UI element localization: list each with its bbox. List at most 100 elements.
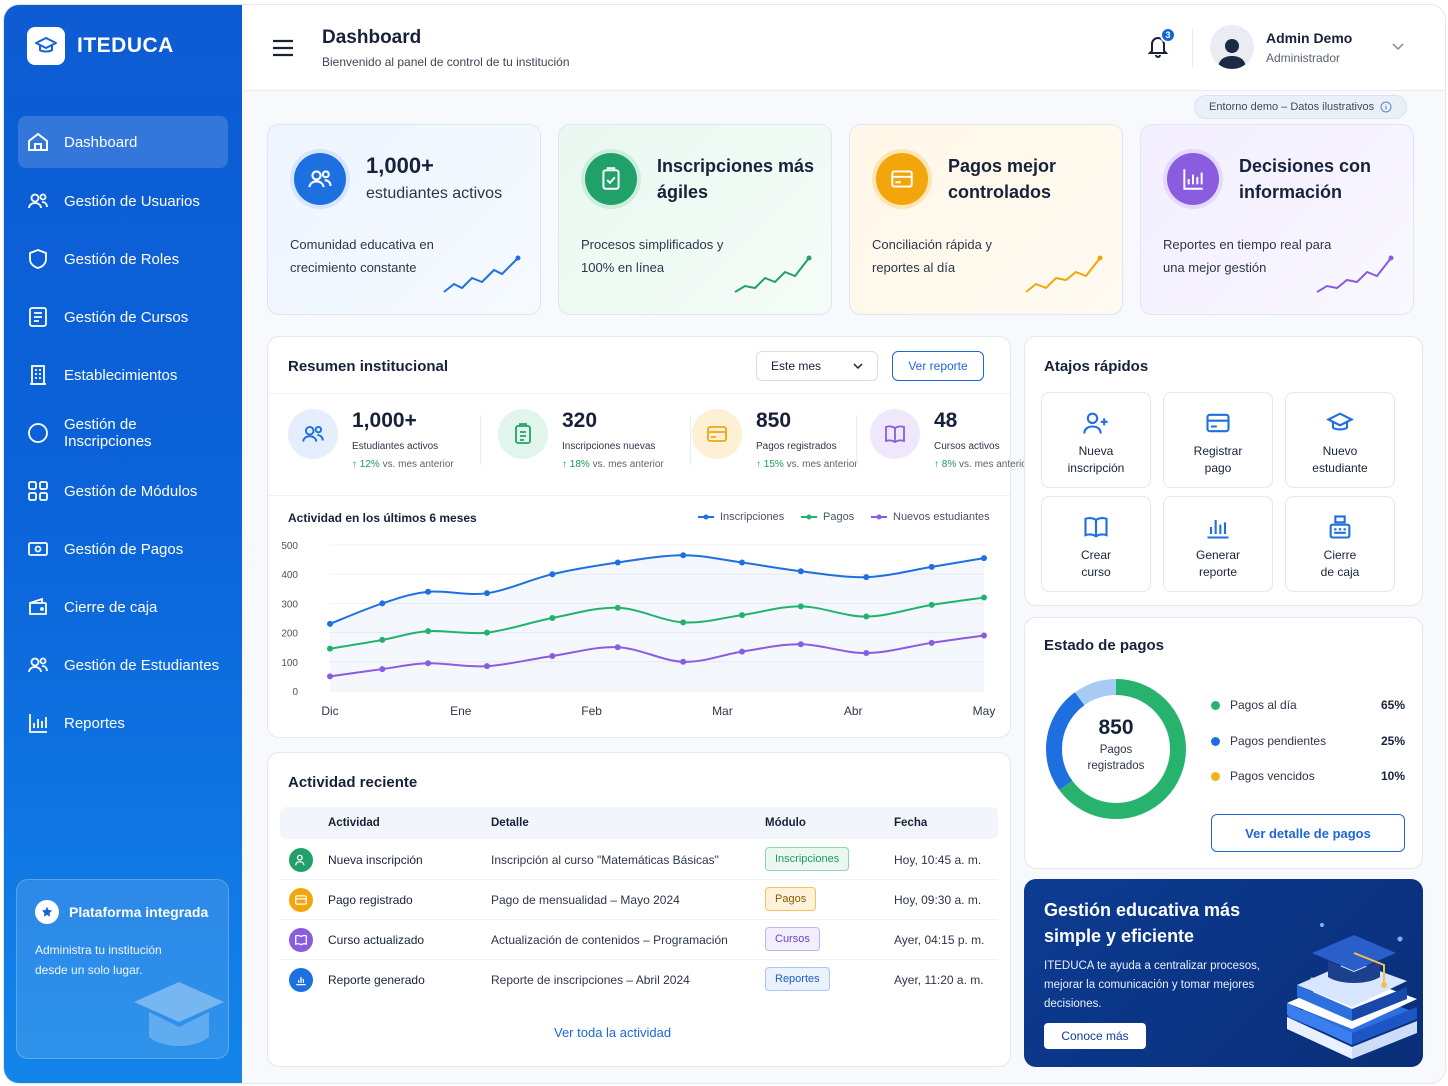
donut-segment xyxy=(1046,679,1186,819)
table-row[interactable]: Reporte generado Reporte de inscripcione… xyxy=(280,960,998,1000)
kpi-payments: 850 Pagos registrados ↑ 15% vs. mes ante… xyxy=(692,405,882,475)
column-header[interactable]: Detalle xyxy=(491,817,529,829)
shortcut-label: Crear curso xyxy=(1080,548,1111,579)
module-tag[interactable]: Inscripciones xyxy=(765,847,850,871)
payment-details-button[interactable]: Ver detalle de pagos xyxy=(1211,814,1405,852)
sidebar-item-cierre-caja[interactable]: Cierre de caja xyxy=(18,582,228,632)
data-point xyxy=(549,652,556,659)
data-point xyxy=(425,628,432,635)
data-point xyxy=(981,555,987,562)
shortcut-create-course[interactable]: Crear curso xyxy=(1041,496,1151,592)
module-tag[interactable]: Cursos xyxy=(765,927,820,951)
legend-label: Nuevos estudiantes xyxy=(893,511,990,523)
legend-item: Inscripciones xyxy=(698,511,784,523)
promo-banner: Gestión educativa más simple y eficiente… xyxy=(1024,879,1423,1067)
user-role: Administrador xyxy=(1266,51,1341,65)
view-report-button[interactable]: Ver reporte xyxy=(892,351,984,381)
grid-icon xyxy=(28,481,48,501)
kpi-value: 1,000+ xyxy=(352,409,417,432)
payment-legend-item: Pagos al día 65% xyxy=(1211,698,1405,712)
stat-card-desc: Reportes en tiempo real para una mejor g… xyxy=(1163,237,1332,275)
kpi-divider xyxy=(690,415,691,465)
column-header[interactable]: Actividad xyxy=(328,817,380,829)
status-dot xyxy=(1211,700,1220,710)
logo-icon xyxy=(27,27,65,65)
clipboard-check-icon xyxy=(581,149,641,209)
sidebar-item-usuarios[interactable]: Gestión de Usuarios xyxy=(18,176,228,226)
kpi-delta: ↑ 12% vs. mes anterior xyxy=(352,459,454,470)
top-header: Dashboard Bienvenido al panel de control… xyxy=(242,5,1445,91)
chevron-down-icon[interactable] xyxy=(1392,43,1404,51)
table-header: Actividad Detalle Módulo Fecha xyxy=(280,807,998,839)
column-header[interactable]: Fecha xyxy=(894,817,928,829)
shortcuts-title: Atajos rápidos xyxy=(1044,358,1149,375)
stat-card-students: 1,000+ estudiantes activos Comunidad edu… xyxy=(267,124,541,315)
users-icon xyxy=(288,409,338,459)
sidebar-item-dashboard[interactable]: Dashboard xyxy=(18,116,228,168)
data-point xyxy=(680,552,687,559)
learn-more-button[interactable]: Conoce más xyxy=(1044,1023,1146,1049)
page-title: Dashboard xyxy=(322,27,422,48)
menu-icon[interactable] xyxy=(272,39,294,57)
x-tick-label: May xyxy=(973,704,996,718)
sparkline-icon xyxy=(734,255,812,293)
sidebar-item-roles[interactable]: Gestión de Roles xyxy=(18,234,228,284)
brand[interactable]: ITEDUCA xyxy=(27,27,174,65)
avatar[interactable] xyxy=(1210,25,1254,69)
demo-badge: Entorno demo – Datos ilustrativos xyxy=(1194,95,1408,119)
info-icon[interactable] xyxy=(1380,101,1392,113)
status-dot xyxy=(1211,771,1220,781)
module-tag[interactable]: Pagos xyxy=(765,887,817,911)
sidebar-item-modulos[interactable]: Gestión de Módulos xyxy=(18,466,228,516)
shortcut-new-enrollment[interactable]: Nueva inscripción xyxy=(1041,392,1151,488)
summary-panel: Resumen institucional Este mes Ver repor… xyxy=(267,336,1030,738)
module-tag[interactable]: Reportes xyxy=(765,967,830,991)
sidebar-item-reportes[interactable]: Reportes xyxy=(18,698,228,748)
view-all-activity-link[interactable]: Ver toda la actividad xyxy=(554,1025,672,1040)
data-point xyxy=(863,574,870,581)
book-icon xyxy=(289,928,313,952)
chart-icon xyxy=(1163,149,1223,209)
period-select[interactable]: Este mes xyxy=(756,351,878,381)
sidebar-item-establecimientos[interactable]: Establecimientos xyxy=(18,350,228,400)
stat-card-title: Pagos mejor controlados xyxy=(948,156,1057,202)
sidebar-item-pagos[interactable]: Gestión de Pagos xyxy=(18,524,228,574)
sidebar-item-cursos[interactable]: Gestión de Cursos xyxy=(18,292,228,342)
data-point xyxy=(327,620,333,627)
shortcut-register-payment[interactable]: Registrar pago xyxy=(1163,392,1273,488)
legend-item: Nuevos estudiantes xyxy=(871,511,990,523)
payment-legend-label: Pagos al día xyxy=(1230,698,1297,712)
shortcut-new-student[interactable]: Nuevo estudiante xyxy=(1285,392,1395,488)
activity-title: Actividad reciente xyxy=(288,774,418,791)
stat-card-title: 1,000+ xyxy=(366,153,434,178)
user-name[interactable]: Admin Demo xyxy=(1266,30,1353,46)
graduation-cap-illustration xyxy=(134,982,224,1046)
table-row[interactable]: Pago registrado Pago de mensualidad – Ma… xyxy=(280,880,998,920)
sidebar-item-estudiantes[interactable]: Gestión de Estudiantes xyxy=(18,640,228,690)
sidebar-item-label: Establecimientos xyxy=(64,366,178,384)
shortcut-cash-close[interactable]: Cierre de caja xyxy=(1285,496,1395,592)
promo-title: Plataforma integrada xyxy=(69,904,209,920)
shortcut-generate-report[interactable]: Generar reporte xyxy=(1163,496,1273,592)
table-row[interactable]: Curso actualizado Actualización de conte… xyxy=(280,920,998,960)
data-point xyxy=(379,600,386,607)
stat-card-subtitle: estudiantes activos xyxy=(366,185,503,202)
chart-title: Actividad en los últimos 6 meses xyxy=(288,511,477,525)
payment-legend-label: Pagos pendientes xyxy=(1230,734,1327,748)
sidebar-item-inscripciones[interactable]: Gestión de Inscripciones xyxy=(18,408,228,458)
table-row[interactable]: Nueva inscripción Inscripción al curso "… xyxy=(280,840,998,880)
app-window: ITEDUCA Dashboard Gestión de Usuarios Ge… xyxy=(3,4,1446,1084)
sidebar-item-label: Reportes xyxy=(64,714,125,732)
data-point xyxy=(614,604,621,611)
stat-card-desc: Procesos simplificados y 100% en línea xyxy=(581,237,724,275)
data-point xyxy=(549,615,556,621)
bar-chart-icon xyxy=(29,714,47,733)
clipboard-icon xyxy=(498,409,548,459)
kpi-students: 1,000+ Estudiantes activos ↑ 12% vs. mes… xyxy=(288,405,478,475)
activity-detail: Actualización de contenidos – Programaci… xyxy=(491,933,728,947)
x-tick-label: Dic xyxy=(321,704,338,718)
column-header[interactable]: Módulo xyxy=(765,817,806,829)
kpi-delta-text: vs. mes anterior xyxy=(589,459,664,470)
y-tick-label: 300 xyxy=(281,599,298,610)
kpi-enrollments: 320 Inscripciones nuevas ↑ 18% vs. mes a… xyxy=(498,405,688,475)
